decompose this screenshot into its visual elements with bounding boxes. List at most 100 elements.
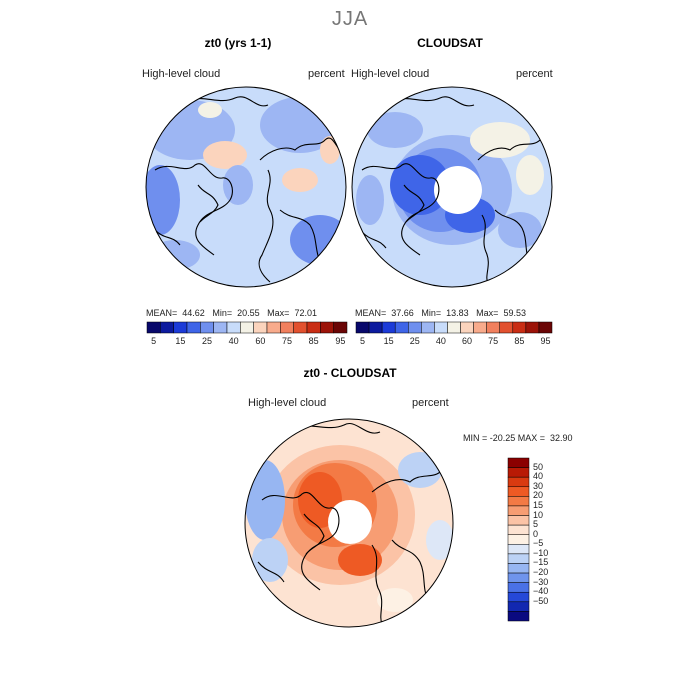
colorbar-swatch	[160, 321, 174, 334]
cloudsat-missing-data-hole	[434, 166, 482, 214]
diff-variable: High-level cloud	[248, 397, 327, 409]
mean-value: 37.66	[391, 308, 414, 318]
colorbar-tick-label: 85	[308, 336, 319, 346]
panel2-variable: High-level cloud	[351, 68, 430, 80]
colorbar-swatch	[253, 321, 268, 334]
colorbar-model-ticks: 5 15 25 40 60 75 85 95	[0, 336, 700, 350]
colorbar-tick-label: 20	[533, 490, 544, 501]
colorbar-tick-label: 40	[435, 336, 446, 346]
polar-map-difference	[245, 419, 453, 627]
colorbar-difference-ticks: 50 40 30 20 15 10 5 0 −5 −10 −15 −20 −30 −40 −50	[0, 0, 548, 606]
colorbar-swatch	[240, 321, 254, 334]
panel2-stats: MEAN= 37.66 Min= 13.83 Max= 59.53	[355, 308, 526, 318]
colorbar-swatch	[146, 321, 161, 334]
colorbar-tick-label: 5	[360, 336, 366, 346]
panel1-stats: MEAN= 44.62 Min= 20.55 Max= 72.01	[146, 308, 317, 318]
colorbar-tick-label: −30	[533, 576, 549, 587]
max-value: 59.53	[503, 308, 526, 318]
colorbar-cloudsat	[355, 321, 553, 334]
colorbar-tick-label: −50	[533, 595, 549, 606]
colorbar-swatch	[507, 544, 530, 555]
colorbar-swatch	[538, 321, 553, 334]
colorbar-swatch	[293, 321, 308, 334]
colorbar-swatch	[226, 321, 241, 334]
colorbar-tick-label: −20	[533, 567, 549, 578]
panel2-title: CLOUDSAT	[417, 36, 483, 50]
colorbar-swatch	[507, 563, 530, 574]
diff-title: zt0 - CLOUDSAT	[303, 366, 397, 380]
colorbar-swatch	[486, 321, 500, 334]
colorbar-swatch	[394, 321, 409, 334]
panel1-units: percent	[308, 68, 345, 80]
map-border-difference	[244, 418, 454, 628]
polar-map-cloudsat	[352, 87, 552, 287]
colorbar-model	[146, 321, 348, 334]
colorbar-tick-label: 40	[228, 336, 239, 346]
colorbar-swatch	[280, 321, 294, 334]
min-value: 13.83	[446, 308, 469, 318]
colorbar-swatch	[320, 321, 334, 334]
colorbar-swatch	[447, 321, 461, 334]
colorbar-swatch	[507, 515, 530, 526]
colorbar-tick-label: 0	[533, 528, 539, 539]
colorbar-cloudsat-ticks: 5 15 25 40 60 75 85 95	[0, 336, 700, 350]
colorbar-swatch	[507, 553, 530, 564]
colorbar-swatch	[507, 457, 530, 468]
map-border-model	[145, 86, 347, 288]
colorbar-tick-label: 5	[151, 336, 157, 346]
colorbar-tick-label: 15	[533, 499, 544, 510]
colorbar-tick-label: 30	[533, 480, 544, 491]
colorbar-swatch	[507, 467, 530, 478]
difference-missing-data-hole	[328, 500, 372, 544]
colorbar-tick-label: −15	[533, 557, 549, 568]
colorbar-swatch	[507, 582, 530, 593]
mean-value: 44.62	[182, 308, 205, 318]
colorbar-swatch	[434, 321, 448, 334]
diff-minmax: MIN = -20.25 MAX = 32.90	[463, 433, 573, 443]
colorbar-swatch	[525, 321, 540, 334]
panel1-title: zt0 (yrs 1-1)	[204, 36, 272, 50]
colorbar-tick-label: 95	[335, 336, 346, 346]
colorbar-swatch	[507, 572, 530, 583]
colorbar-tick-label: −5	[533, 538, 544, 549]
colorbar-tick-label: 75	[488, 336, 499, 346]
colorbar-tick-label: 85	[514, 336, 525, 346]
colorbar-swatch	[507, 591, 530, 603]
colorbar-swatch	[200, 321, 214, 334]
colorbar-swatch	[368, 321, 383, 334]
map-border-cloudsat	[351, 86, 553, 288]
colorbar-swatch	[421, 321, 435, 334]
colorbar-tick-label: 95	[540, 336, 551, 346]
colorbar-tick-label: 60	[462, 336, 473, 346]
colorbar-swatch	[473, 321, 487, 334]
colorbar-swatch	[186, 321, 201, 334]
max-value: 72.01	[294, 308, 317, 318]
colorbar-swatch	[266, 321, 281, 334]
colorbar-tick-label: 25	[409, 336, 420, 346]
colorbar-tick-label: 75	[281, 336, 292, 346]
colorbar-tick-label: 15	[383, 336, 394, 346]
colorbar-tick-label: 25	[201, 336, 212, 346]
mean-label: MEAN=	[146, 308, 178, 318]
colorbar-swatch	[499, 321, 514, 334]
colorbar-tick-label: 10	[533, 509, 544, 520]
colorbar-swatch	[512, 321, 527, 334]
colorbar-swatch	[507, 486, 530, 497]
colorbar-swatch	[333, 321, 348, 334]
diff-units: percent	[412, 397, 449, 409]
colorbar-swatch	[507, 601, 530, 612]
min-label: Min=	[212, 308, 233, 318]
coastlines-cloudsat	[361, 96, 541, 285]
colorbar-swatch	[381, 321, 396, 334]
colorbar-difference	[507, 457, 530, 622]
colorbar-swatch	[306, 321, 321, 334]
coastlines-difference	[257, 422, 443, 625]
max-label: Max=	[267, 308, 290, 318]
colorbar-swatch	[507, 476, 530, 488]
colorbar-tick-label: 60	[255, 336, 266, 346]
mean-label: MEAN=	[355, 308, 387, 318]
coastlines-model	[154, 96, 346, 283]
colorbar-swatch	[507, 505, 530, 516]
colorbar-swatch	[507, 524, 530, 535]
